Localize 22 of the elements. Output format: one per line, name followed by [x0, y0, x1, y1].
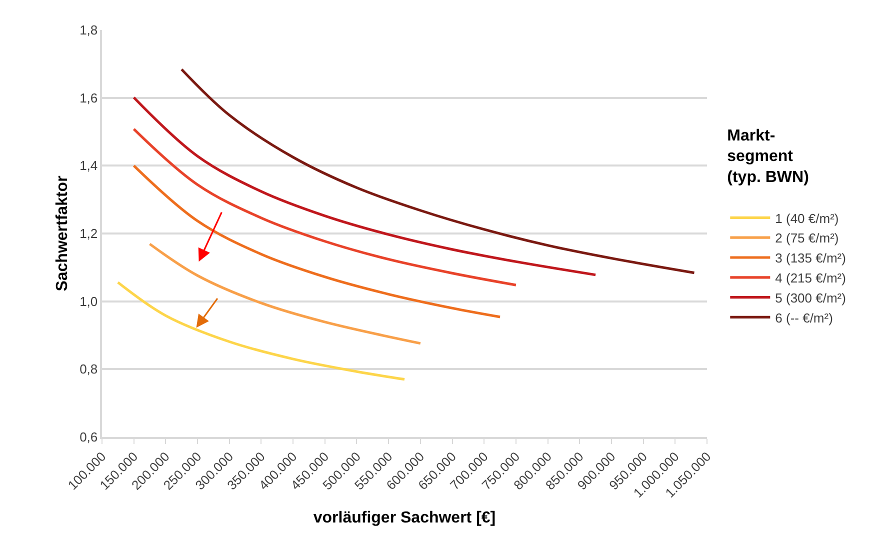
y-tick-label: 1,4: [80, 158, 98, 174]
x-axis-title: vorläufiger Sachwert [€]: [313, 510, 496, 527]
legend-label: 4 (215 €/m²): [775, 270, 846, 286]
line-series: [148, 242, 422, 345]
legend-label: 3 (135 €/m²): [775, 250, 846, 266]
line-series: [116, 281, 406, 381]
y-tick-label: 1,2: [80, 226, 98, 242]
legend-label: 2 (75 €/m²): [775, 230, 839, 246]
y-tick-label: 1,8: [80, 22, 98, 38]
y-tick-label: 1,0: [80, 294, 98, 309]
legend-label: 1 (40 €/m²): [775, 210, 839, 226]
legend-title: Markt- segment (typ. BWN): [727, 127, 809, 186]
line-series: [132, 128, 518, 286]
legend-label: 5 (300 €/m²): [775, 290, 846, 306]
line-series: [132, 164, 502, 318]
y-tick-label: 0,8: [80, 362, 98, 377]
line-series: [132, 96, 597, 276]
y-axis-title: Sachwertfaktor: [54, 176, 71, 292]
legend-label: 6 (-- €/m²): [775, 310, 833, 326]
line-series: [180, 68, 696, 274]
y-tick-label: 0,6: [80, 430, 98, 445]
y-tick-label: 1,6: [80, 90, 98, 106]
